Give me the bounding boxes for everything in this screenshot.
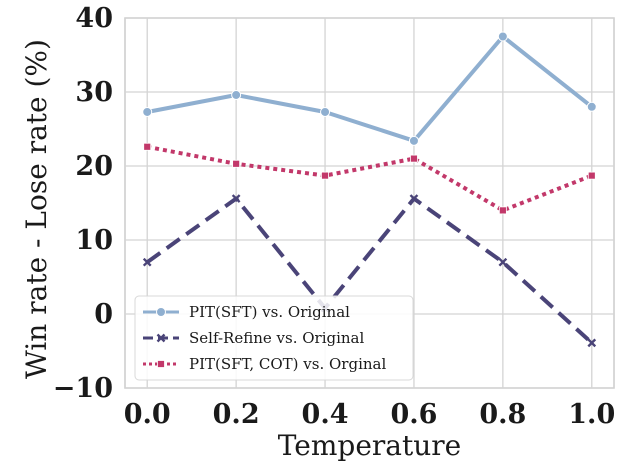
data-point-series-1 (408, 135, 419, 146)
data-point-series-1 (497, 31, 508, 42)
legend-label-3: PIT(SFT, COT) vs. Orginal (189, 355, 386, 373)
data-point-series-3 (321, 171, 329, 180)
data-point-series-1 (586, 101, 597, 112)
data-point-series-1 (231, 89, 242, 100)
data-point-series-2 (409, 194, 419, 203)
x-tick-label: 1.0 (568, 399, 615, 430)
y-tick-label: 10 (75, 225, 113, 256)
legend-label-2: Self-Refine vs. Original (189, 329, 364, 347)
y-tick-label: −10 (53, 373, 113, 404)
y-tick-label: 40 (75, 3, 113, 34)
legend-box (134, 295, 414, 381)
legend-label-1: PIT(SFT) vs. Original (189, 303, 350, 321)
data-point-series-2 (587, 338, 597, 348)
series-line-3 (146, 144, 593, 213)
data-point-series-1 (142, 106, 153, 117)
y-tick-label: 0 (94, 299, 113, 330)
x-tick-label: 0.6 (390, 399, 437, 430)
legend-marker-1 (156, 307, 166, 317)
series-line-2 (146, 196, 594, 345)
y-tick-label: 30 (75, 77, 113, 108)
legend-marker-2 (156, 333, 166, 343)
x-axis-title: Temperature (278, 429, 461, 462)
data-point-series-1 (320, 106, 331, 117)
series-markers (142, 31, 597, 348)
data-point-series-3 (587, 171, 596, 180)
x-tick-label: 0.2 (213, 399, 260, 430)
x-tick-label: 0.0 (124, 399, 171, 430)
data-point-series-3 (232, 159, 241, 168)
legend: PIT(SFT) vs. Original Self-Refine vs. Ori… (134, 295, 414, 381)
data-point-series-3 (498, 206, 507, 215)
data-point-series-3 (410, 154, 418, 163)
data-point-series-2 (231, 194, 241, 203)
x-tick-label: 0.4 (302, 399, 349, 430)
legend-marker-3 (157, 360, 165, 368)
x-tick-label: 0.8 (479, 399, 526, 430)
data-point-series-3 (143, 142, 152, 151)
y-tick-label: 20 (75, 151, 113, 182)
data-point-series-2 (142, 257, 152, 267)
tick-labels: −10 0 10 20 30 40 0.0 0.2 0.4 0.6 0.8 1.0 (53, 3, 615, 430)
data-point-series-2 (498, 257, 508, 267)
y-axis-title: Win rate - Lose rate (%) (20, 39, 53, 379)
series-line-1 (146, 34, 594, 143)
series-lines (146, 34, 594, 345)
